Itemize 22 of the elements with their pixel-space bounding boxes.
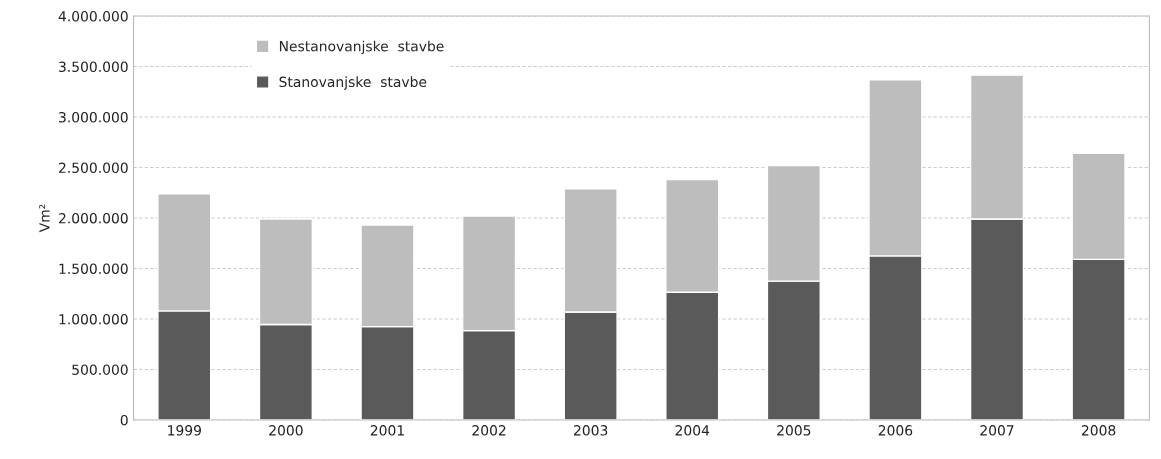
x-tick-label: 2001 [370,425,404,436]
x-tick-label: 2005 [777,425,811,436]
y-tick-label: 1.500.000 [59,263,128,274]
y-tick-label: 3.500.000 [59,61,128,73]
x-tick-label: 2003 [574,425,608,436]
x-tick-label: 1999 [168,425,202,436]
x-tick-label: 2000 [269,425,303,436]
y-tick-label: 2.500.000 [58,162,128,174]
y-tick-label: 4.000.000 [58,11,128,22]
x-tick-label: 2006 [878,425,913,436]
x-tick-label: 2002 [472,425,506,436]
x-tick-label: 2007 [980,425,1014,436]
y-axis-title: Vm² [39,204,50,233]
y-tick-label: 1.000.000 [59,313,128,325]
x-tick-label: 2008 [1081,425,1116,436]
y-tick-label: 3.000.000 [59,112,128,123]
y-tick-label: 500.000 [72,364,128,375]
y-tick-label: 0 [120,414,128,426]
x-tick-label: 2004 [675,425,710,436]
y-tick-label: 2.000.000 [58,212,128,224]
legend-label: Stanovanjske stavbe [279,76,427,90]
legend-label: Nestanovanjske stavbe [279,40,444,55]
